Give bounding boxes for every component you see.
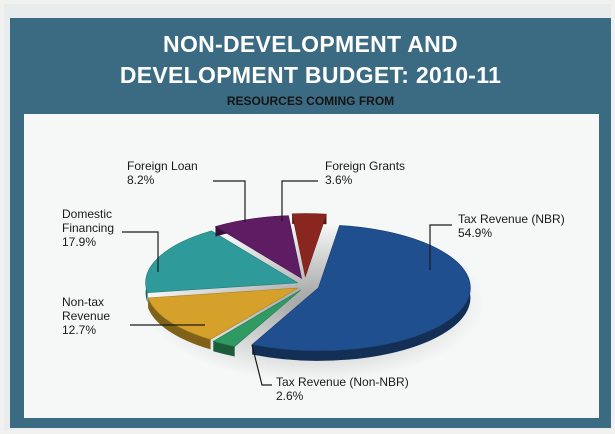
pie-slice-2 [147,287,299,350]
leader-line-foreign-loan [213,180,246,222]
slice-label-domestic-1: Financing [62,221,114,235]
pie-slice-top-5 [291,213,327,278]
pie-slice-1 [212,289,302,357]
pie-slice-4 [214,215,303,280]
slice-label-non-tax-1: Revenue [62,309,110,323]
chart-title: NON-DEVELOPMENT AND [163,31,458,57]
slice-label-foreign-loan-0: Foreign Loan [127,159,198,173]
pie-slice-top-0 [251,225,471,352]
pie-slice-side-2 [148,297,211,350]
pie-slice-top-2 [147,287,299,340]
slice-label-tax-nbr-1: 54.9% [458,226,492,240]
leader-line-foreign-grants [281,180,318,221]
leader-line-tax-nbr [429,224,452,270]
leader-line-tax-non-nbr [251,344,272,386]
slice-label-foreign-grants-0: Foreign Grants [325,159,405,173]
chart-card: NON-DEVELOPMENT AND DEVELOPMENT BUDGET: … [4,4,611,430]
slice-label-tax-non-nbr-0: Tax Revenue (Non-NBR) [276,375,409,389]
slice-label-non-tax-2: 12.7% [62,323,96,337]
slice-label-domestic-0: Domestic [62,207,112,221]
slice-label-tax-nbr-0: Tax Revenue (NBR) [458,212,565,226]
chart-header: NON-DEVELOPMENT AND DEVELOPMENT BUDGET: … [10,18,611,114]
pie-slice-0 [251,225,471,361]
chart-title-line2: DEVELOPMENT BUDGET: 2010-11 [119,62,502,88]
pie-slice-5 [291,213,327,278]
slice-label-foreign-grants-1: 3.6% [325,173,353,187]
pie-slice-top-1 [212,289,302,347]
chart-subtitle: RESOURCES COMING FROM [226,94,395,108]
pie-slice-side-1 [213,341,235,357]
slice-label-non-tax-0: Non-tax [62,295,104,309]
leader-line-domestic [122,231,159,272]
slice-label-domestic-2: 17.9% [62,235,96,249]
slice-label-tax-non-nbr-1: 2.6% [276,389,304,403]
slice-label-foreign-loan-1: 8.2% [127,173,155,187]
pie-slice-top-4 [214,215,303,280]
